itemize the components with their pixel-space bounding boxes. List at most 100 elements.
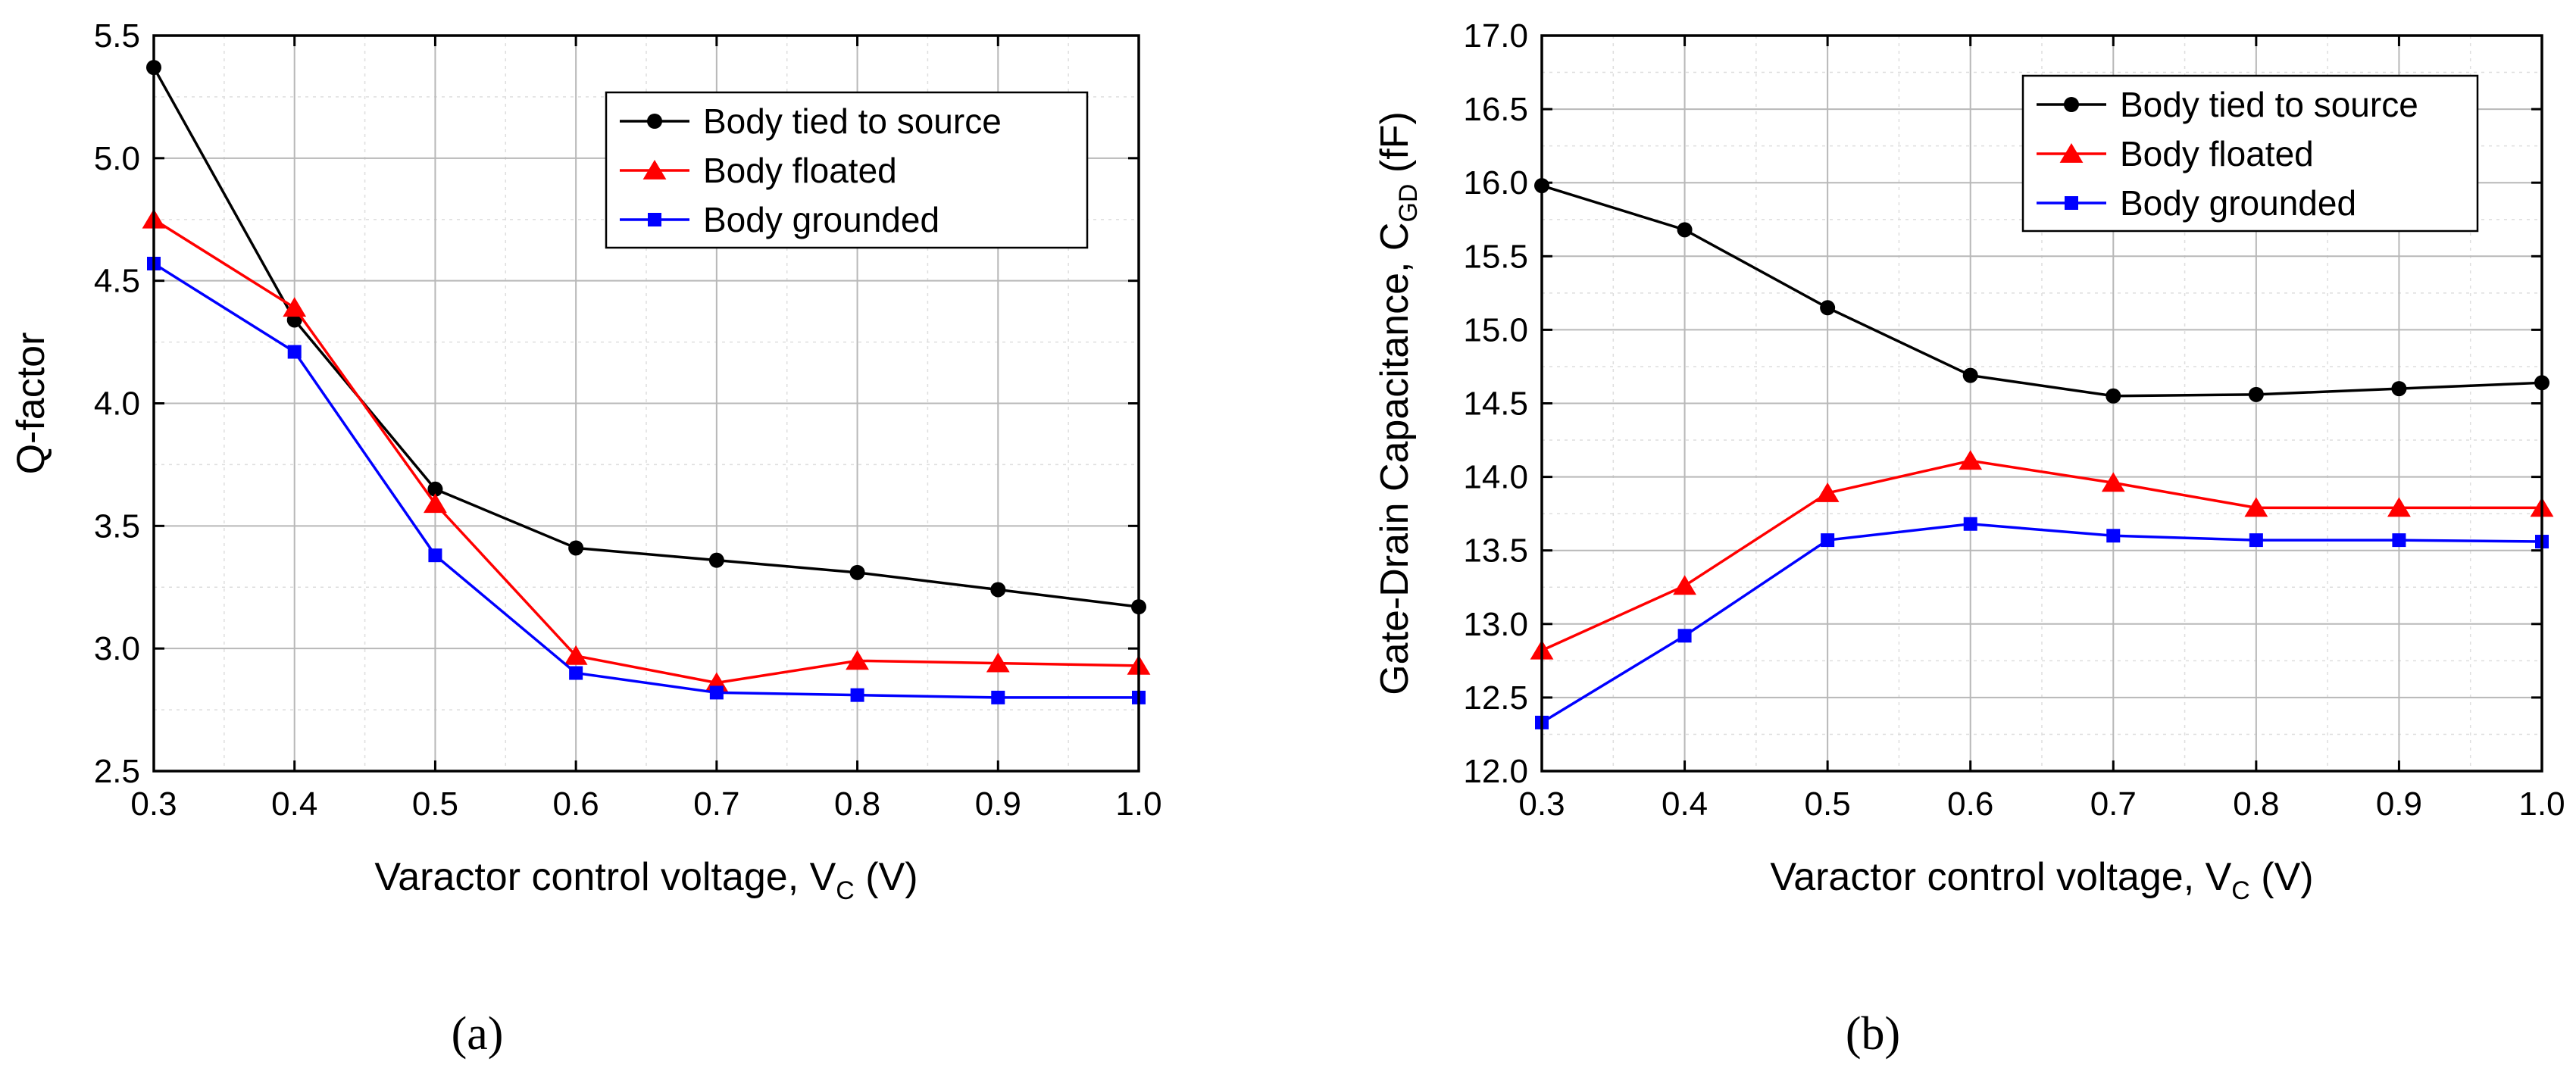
legend-label: Body grounded bbox=[2120, 183, 2356, 223]
series-body-tied-to-source bbox=[1534, 178, 2549, 404]
legend-marker bbox=[2064, 97, 2079, 112]
y-tick-label: 14.0 bbox=[1463, 459, 1528, 496]
legend-label: Body grounded bbox=[703, 200, 939, 239]
data-point bbox=[569, 666, 583, 680]
legend: Body tied to source Body floated Body grou… bbox=[2021, 74, 2479, 233]
legend-box bbox=[2021, 74, 2479, 233]
series-line bbox=[1541, 184, 2543, 398]
data-point bbox=[1677, 222, 1693, 238]
chart-panel-a: 0.3 0.4 0.5 0.6 0.7 0.8 0.9 1.0 2.5 3.0 3.5 4.0 4.5 5… bbox=[9, 17, 1162, 1060]
x-tick-label: 0.7 bbox=[2090, 785, 2137, 823]
x-tick-label: 1.0 bbox=[2518, 785, 2565, 823]
legend-marker bbox=[647, 114, 662, 129]
y-axis-title: Gate-Drain Capacitance, CGD (fF) bbox=[1373, 111, 1423, 695]
series-line bbox=[1541, 459, 2542, 652]
x-tick-label: 0.3 bbox=[130, 785, 177, 823]
y-tick-label: 15.0 bbox=[1463, 311, 1528, 348]
data-point bbox=[1677, 629, 1692, 643]
x-tick-label: 0.5 bbox=[1805, 785, 1851, 823]
x-axis-title: Varactor control voltage, VC (V) bbox=[1770, 855, 2313, 905]
x-tick-label: 0.9 bbox=[975, 785, 1021, 823]
data-point bbox=[564, 645, 588, 665]
x-axis-title-subscript: C bbox=[836, 876, 855, 905]
y-tick-label: 16.0 bbox=[1463, 164, 1528, 201]
data-point bbox=[2392, 533, 2406, 548]
data-point bbox=[2244, 497, 2268, 517]
data-point bbox=[283, 297, 307, 317]
legend-entry: Body floated bbox=[620, 151, 897, 190]
data-point bbox=[2101, 472, 2125, 492]
y-tick-label: 5.0 bbox=[94, 140, 140, 177]
data-point bbox=[287, 345, 302, 359]
legend-label: Body tied to source bbox=[2120, 85, 2418, 124]
y-tick-label: 16.5 bbox=[1463, 91, 1528, 128]
data-point bbox=[428, 548, 442, 563]
x-tick-label: 0.7 bbox=[693, 785, 739, 823]
x-axis-title: Varactor control voltage, VC (V) bbox=[374, 855, 918, 905]
x-tick-label: 0.4 bbox=[271, 785, 317, 823]
y-axis-title-unit: (fF) bbox=[1373, 111, 1417, 183]
axis-frame bbox=[152, 34, 1140, 773]
data-point bbox=[850, 688, 864, 702]
x-tick-label: 0.6 bbox=[553, 785, 599, 823]
y-tick-label: 4.0 bbox=[94, 386, 140, 423]
data-point bbox=[991, 690, 1005, 704]
data-point bbox=[568, 540, 584, 556]
data-point bbox=[2106, 388, 2121, 404]
x-axis-title-main: Varactor control voltage, V bbox=[1770, 855, 2231, 899]
data-point bbox=[2248, 386, 2264, 402]
legend-entry: Body floated bbox=[2037, 134, 2314, 173]
data-point bbox=[708, 552, 724, 568]
x-tick-label: 0.6 bbox=[1947, 785, 1993, 823]
x-axis-title-subscript: C bbox=[2231, 876, 2250, 905]
y-tick-label: 17.0 bbox=[1463, 17, 1528, 55]
legend-marker bbox=[648, 213, 661, 226]
x-axis-title-unit: (V) bbox=[2250, 855, 2314, 899]
y-tick-label: 15.5 bbox=[1463, 238, 1528, 275]
data-point bbox=[2106, 529, 2121, 543]
panel-label: (a) bbox=[452, 1008, 504, 1060]
series-body-floated bbox=[1530, 450, 2554, 660]
legend: Body tied to source Body floated Body grou… bbox=[605, 91, 1089, 249]
data-point bbox=[709, 685, 724, 700]
data-point bbox=[849, 564, 865, 580]
y-axis-title: Q-factor bbox=[9, 333, 53, 475]
data-point bbox=[990, 582, 1006, 598]
x-tick-label: 0.8 bbox=[2233, 785, 2279, 823]
data-point bbox=[2249, 533, 2263, 548]
y-tick-label: 14.5 bbox=[1463, 386, 1528, 423]
data-point bbox=[1815, 482, 1840, 502]
data-point bbox=[1673, 575, 1696, 595]
x-tick-label: 0.4 bbox=[1662, 785, 1708, 823]
y-tick-label: 12.0 bbox=[1463, 753, 1528, 790]
y-tick-label: 4.5 bbox=[94, 263, 140, 300]
data-point bbox=[2391, 381, 2407, 397]
x-axis-title-unit: (V) bbox=[855, 855, 918, 899]
legend-label: Body tied to source bbox=[703, 101, 1002, 141]
x-axis-title-main: Varactor control voltage, V bbox=[374, 855, 836, 899]
legend-label: Body floated bbox=[703, 151, 897, 190]
axis-frame bbox=[1540, 34, 2543, 773]
series-line bbox=[1541, 522, 2543, 724]
x-tick-label: 0.3 bbox=[1518, 785, 1565, 823]
legend-entry: Body tied to source bbox=[620, 101, 1002, 141]
data-point bbox=[1963, 517, 1977, 531]
data-point bbox=[1820, 300, 1836, 316]
legend-marker bbox=[2059, 143, 2084, 163]
legend-marker bbox=[2065, 196, 2078, 210]
legend-label: Body floated bbox=[2120, 134, 2314, 173]
series-line bbox=[153, 262, 1139, 699]
data-point bbox=[986, 652, 1010, 673]
y-axis-title-subscript: GD bbox=[1394, 184, 1423, 223]
y-axis-title-main: Q-factor bbox=[9, 333, 53, 475]
data-point bbox=[1962, 367, 1978, 383]
legend-marker bbox=[642, 160, 667, 180]
legend-entry: Body grounded bbox=[620, 200, 939, 239]
data-point bbox=[1821, 533, 1835, 548]
y-tick-label: 13.5 bbox=[1463, 532, 1528, 570]
data-point bbox=[1959, 450, 1983, 470]
y-tick-label: 13.0 bbox=[1463, 606, 1528, 643]
data-point bbox=[846, 650, 869, 670]
x-tick-label: 0.8 bbox=[834, 785, 880, 823]
chart-panel-b: 0.3 0.4 0.5 0.6 0.7 0.8 0.9 1.0 12.0 12.5 13.0 13.5… bbox=[1373, 17, 2565, 1060]
